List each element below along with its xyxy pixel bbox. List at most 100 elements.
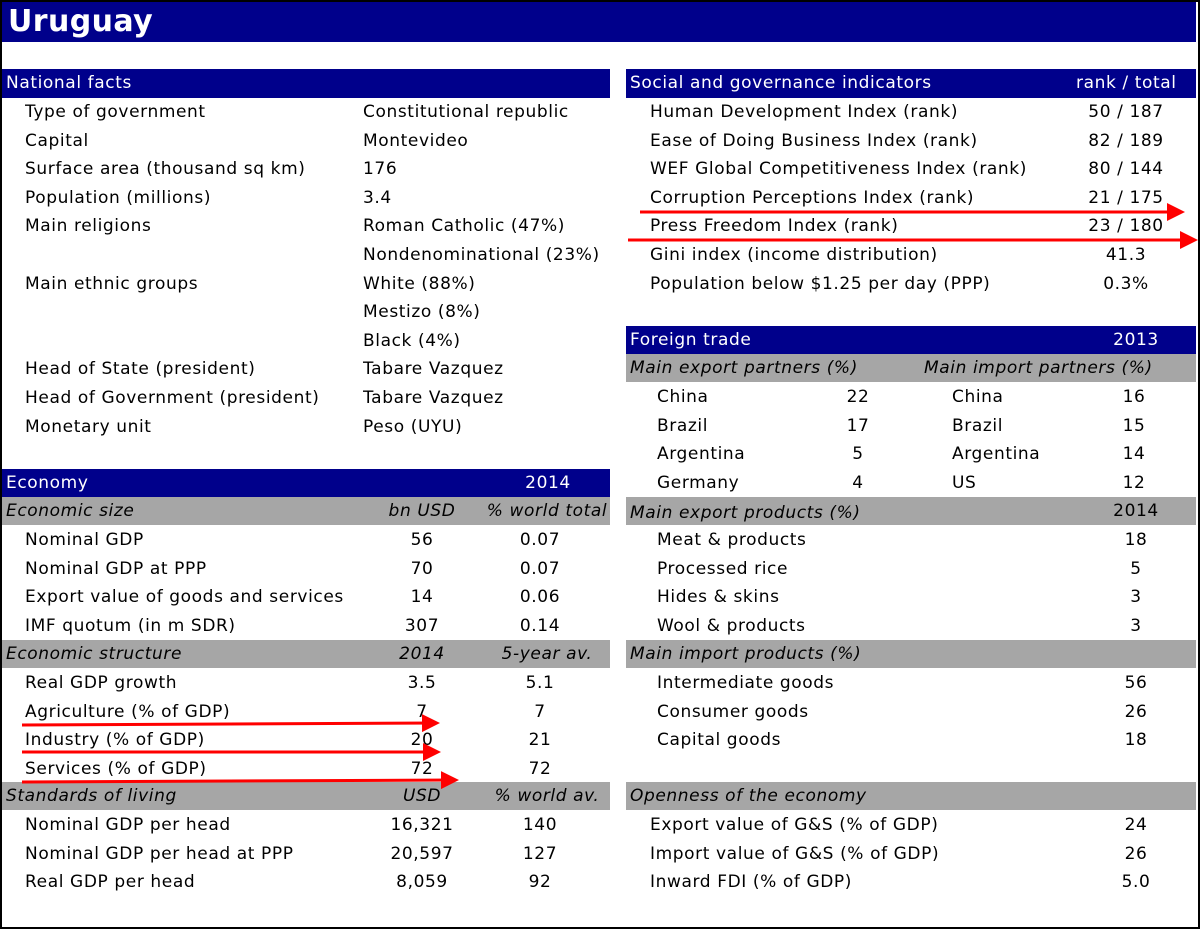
economic-size-row-label: Export value of goods and services	[25, 587, 344, 608]
arrow-agriculture	[21, 714, 440, 733]
import-partner-share: 15	[1122, 415, 1146, 436]
export-partner-share: 5	[852, 444, 864, 465]
openness-label: Export value of G&S (% of GDP)	[650, 815, 939, 835]
foreign-trade-header: Foreign trade	[626, 326, 1196, 355]
economic-size-row-label: Nominal GDP at PPP	[25, 558, 207, 579]
standards-of-living-row-value: 8,059	[396, 872, 448, 893]
economic-size-row-label: Nominal GDP	[25, 530, 144, 550]
import-partners-title: Main import partners (%)	[924, 358, 1153, 378]
arrow-services	[21, 771, 459, 790]
economic-size-subheader	[2, 497, 610, 525]
national-fact-value: 3.4	[363, 187, 392, 208]
social-indicator-label: Press Freedom Index (rank)	[650, 216, 899, 237]
social-indicator-value: 23 / 180	[1088, 216, 1164, 237]
social-indicator-label: Ease of Doing Business Index (rank)	[650, 130, 978, 151]
standards-of-living-subheader	[2, 782, 610, 810]
export-product-share: 18	[1124, 530, 1148, 550]
export-partner-share: 4	[852, 472, 864, 493]
import-product-share: 26	[1124, 701, 1148, 722]
export-product-label: Wool & products	[657, 615, 806, 636]
export-product-share: 3	[1130, 615, 1142, 636]
economic-structure-row-share: 72	[528, 758, 552, 779]
economic-size-row-share: 0.07	[519, 530, 561, 550]
standards-of-living-row-value: 20,597	[390, 843, 454, 864]
economic-structure-row-share: 21	[528, 730, 552, 751]
import-product-share: 18	[1124, 730, 1148, 751]
social-indicator-value: 82 / 189	[1088, 130, 1164, 151]
page-title: Uruguay	[2, 2, 1196, 42]
economic-structure-col2: 5-year av.	[501, 644, 593, 664]
standards-of-living-row-share: 140	[522, 815, 558, 835]
import-product-label: Consumer goods	[657, 701, 809, 722]
export-product-label: Hides & skins	[657, 587, 780, 608]
standards-of-living-row-share: 127	[522, 843, 558, 864]
national-facts-header: National facts	[2, 69, 610, 98]
economic-structure-row-value: 72	[410, 758, 434, 779]
import-partner-name: Brazil	[952, 415, 1004, 436]
national-fact-value: Peso (UYU)	[363, 416, 463, 437]
export-partner-name: China	[657, 387, 709, 407]
social-indicator-value: 21 / 175	[1088, 187, 1164, 208]
openness-label: Inward FDI (% of GDP)	[650, 872, 853, 893]
economic-size-row-label: IMF quotum (in m SDR)	[25, 615, 236, 636]
national-fact-label: Main religions	[25, 216, 152, 237]
import-products-title: Main import products (%)	[630, 644, 862, 664]
social-indicator-value: 80 / 144	[1088, 159, 1164, 180]
economic-size-row-share: 0.07	[519, 558, 561, 579]
national-fact-value: Black (4%)	[363, 330, 461, 351]
economic-structure-title: Economic structure	[6, 644, 183, 664]
economic-size-row-share: 0.14	[519, 615, 561, 636]
economic-structure-row-label: Services (% of GDP)	[25, 758, 207, 779]
social-indicator-value: 0.3%	[1103, 273, 1149, 294]
import-product-label: Capital goods	[657, 730, 782, 751]
economic-structure-row-label: Industry (% of GDP)	[25, 730, 205, 751]
economic-size-row-value: 70	[410, 558, 434, 579]
openness-value: 26	[1124, 843, 1148, 864]
social-indicators-header: Social and governance indicators	[626, 69, 1196, 98]
standards-of-living-row-share: 92	[528, 872, 552, 893]
economic-size-row-value: 14	[410, 587, 434, 608]
economy-header: Economy	[2, 469, 610, 498]
openness-subheader	[626, 782, 1196, 810]
standards-of-living-col1: USD	[402, 786, 442, 806]
import-products-subheader	[626, 640, 1196, 668]
national-fact-value: Tabare Vazquez	[363, 359, 504, 380]
import-partner-name: Argentina	[952, 444, 1041, 465]
standards-of-living-col2: % world av.	[494, 786, 600, 806]
national-fact-label: Capital	[25, 130, 89, 151]
national-fact-label: Head of Government (president)	[25, 388, 320, 408]
national-fact-value: 176	[363, 159, 398, 180]
economic-size-row-value: 56	[410, 530, 434, 550]
standards-of-living-row-label: Nominal GDP per head at PPP	[25, 843, 294, 864]
export-partner-name: Germany	[657, 472, 740, 493]
export-partner-share: 17	[846, 415, 870, 436]
national-fact-label: Type of government	[25, 102, 206, 122]
economic-structure-col1: 2014	[399, 644, 445, 664]
economic-size-title: Economic size	[6, 501, 135, 521]
national-fact-label: Population (millions)	[25, 187, 212, 208]
national-fact-label: Surface area (thousand sq km)	[25, 159, 306, 180]
standards-of-living-row-value: 16,321	[390, 815, 454, 835]
social-indicator-value: 50 / 187	[1088, 102, 1164, 122]
national-fact-label: Head of State (president)	[25, 359, 256, 380]
standards-of-living-row-label: Real GDP per head	[25, 872, 196, 893]
import-partner-share: 14	[1122, 444, 1146, 465]
economic-size-col1: bn USD	[388, 501, 456, 521]
import-partner-name: China	[952, 387, 1004, 407]
export-product-share: 5	[1130, 558, 1142, 579]
national-fact-label: Main ethnic groups	[25, 273, 199, 294]
social-rank-column: rank / total	[1076, 73, 1177, 93]
export-partner-name: Brazil	[657, 415, 709, 436]
export-product-label: Processed rice	[657, 558, 789, 579]
standards-of-living-title: Standards of living	[6, 786, 177, 806]
social-indicator-label: WEF Global Competitiveness Index (rank)	[650, 159, 1027, 180]
economic-size-row-share: 0.06	[519, 587, 561, 608]
national-fact-value: Tabare Vazquez	[363, 388, 504, 408]
export-partner-name: Argentina	[657, 444, 746, 465]
import-partner-share: 16	[1122, 387, 1146, 407]
economic-structure-row-share: 7	[534, 701, 546, 722]
export-product-label: Meat & products	[657, 530, 807, 550]
social-indicator-label: Population below $1.25 per day (PPP)	[650, 273, 991, 294]
